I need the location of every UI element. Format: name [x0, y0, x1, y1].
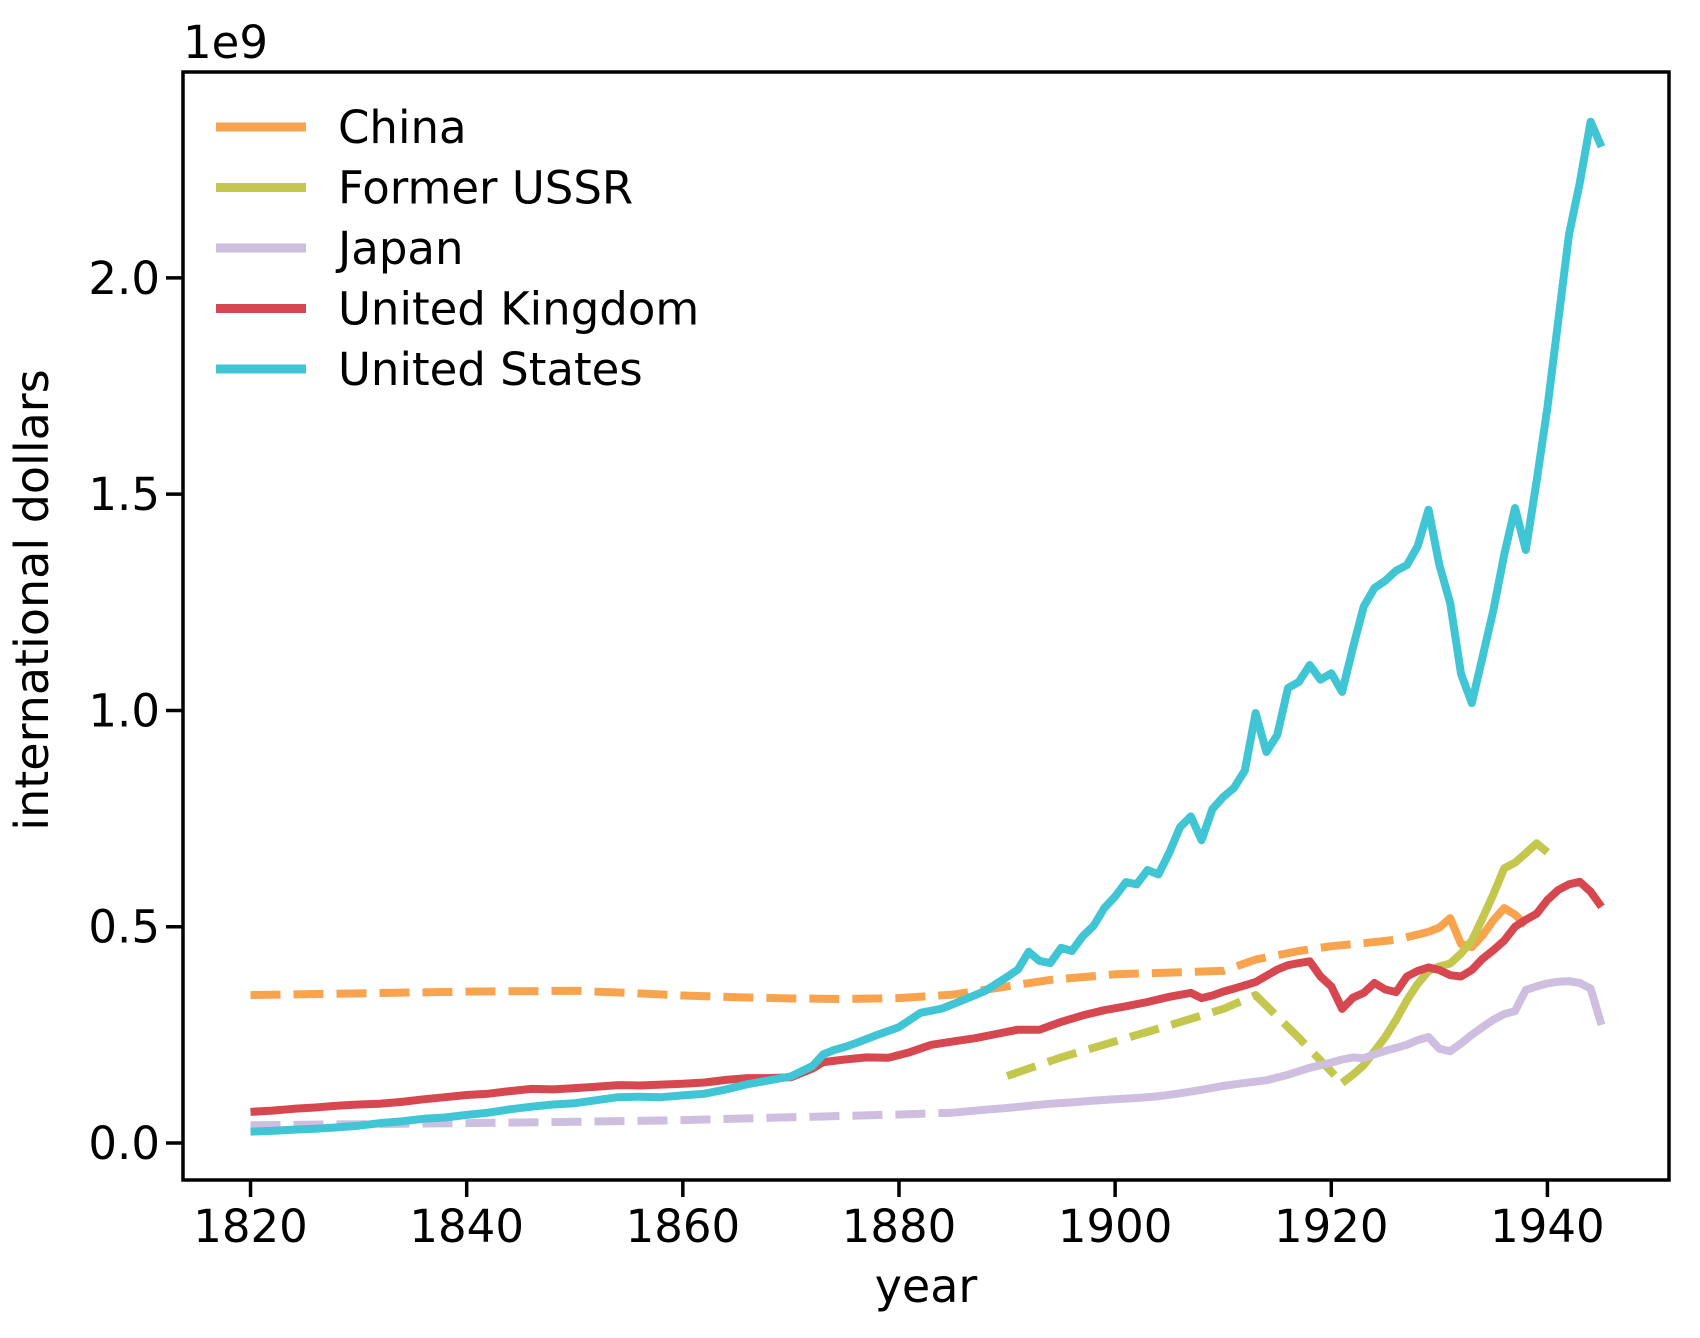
- x-tick-label: 1900: [1058, 1200, 1173, 1253]
- legend-label-united-kingdom: United Kingdom: [338, 283, 699, 336]
- series-line-china-dashed: [250, 928, 1430, 1003]
- plot-border: [181, 70, 1671, 1182]
- series-line-china-solid: [1427, 904, 1529, 952]
- legend-item-united-kingdom: United Kingdom: [216, 283, 699, 336]
- axis-tick-labels: 1820 1840 1860 1880 1900 1920 1940 0.0 0.5 1.0 1.5…: [88, 252, 1604, 1253]
- series-line-united-kingdom-solid: [250, 877, 1605, 1116]
- legend-item-japan: Japan: [216, 222, 464, 275]
- series-line-japan-dashed: [250, 1108, 954, 1130]
- x-tick-label: 1820: [193, 1200, 308, 1253]
- axis-ticks: [166, 276, 1550, 1197]
- y-tick-label: 0.0: [88, 1117, 160, 1170]
- series-line-former-ussr-solid: [1339, 839, 1550, 1087]
- series-line-former-ussr-dashed: [1005, 991, 1345, 1086]
- plot-series: [250, 117, 1606, 1136]
- legend-item-former-ussr: Former USSR: [216, 162, 633, 215]
- legend-label-japan: Japan: [335, 222, 464, 275]
- y-tick-label: 2.0: [88, 252, 160, 305]
- x-tick-label: 1940: [1490, 1200, 1605, 1253]
- series-line-united-states-solid: [250, 117, 1606, 1136]
- y-axis-label: international dollars: [5, 369, 59, 830]
- legend-item-united-states: United States: [216, 343, 643, 396]
- x-tick-label: 1920: [1274, 1200, 1389, 1253]
- legend-item-china: China: [216, 101, 467, 154]
- y-axis-offset-label: 1e9: [183, 16, 268, 69]
- legend-label-former-ussr: Former USSR: [338, 162, 633, 215]
- x-tick-label: 1880: [842, 1200, 957, 1253]
- y-tick-label: 0.5: [88, 901, 160, 954]
- series-line-japan-solid: [952, 977, 1606, 1117]
- x-tick-label: 1840: [409, 1200, 524, 1253]
- y-tick-label: 1.0: [88, 684, 160, 737]
- legend: China Former USSR Japan United Kingdom Unite…: [216, 101, 699, 396]
- x-tick-label: 1860: [626, 1200, 741, 1253]
- legend-label-united-states: United States: [338, 343, 643, 396]
- x-axis-label: year: [875, 1259, 978, 1313]
- y-tick-label: 1.5: [88, 468, 160, 521]
- legend-label-china: China: [338, 101, 467, 154]
